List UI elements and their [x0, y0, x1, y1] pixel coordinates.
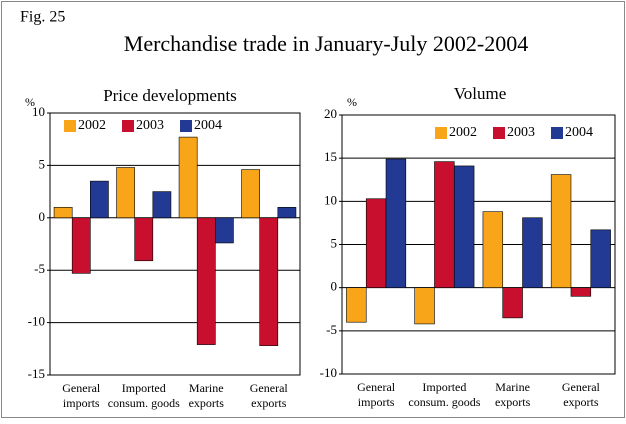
x-tick-label: exports [495, 395, 531, 409]
plot-border [341, 114, 616, 375]
legend-swatch [180, 120, 192, 132]
bar [522, 217, 543, 288]
legend-label: 2002 [449, 125, 477, 140]
bar [90, 180, 109, 219]
legend-swatch [551, 127, 563, 139]
legend-label: 2003 [136, 118, 164, 133]
bar [414, 287, 435, 325]
bar [277, 207, 297, 219]
x-tick-label: Imported [122, 381, 166, 395]
y-tick-label: 20 [324, 106, 337, 121]
y-tick-label: 10 [324, 192, 337, 207]
bar [502, 287, 523, 319]
y-tick-label: 15 [324, 149, 337, 164]
x-tick-label: Marine [495, 380, 530, 394]
bar [241, 169, 260, 219]
y-tick-label: 10 [32, 104, 45, 119]
bar [178, 136, 198, 219]
figure-label: Fig. 25 [20, 9, 65, 26]
x-tick-label: consum. goods [408, 395, 480, 409]
main-title: Merchandise trade in January-July 2002-2… [124, 31, 528, 56]
x-tick-label: imports [358, 395, 395, 409]
y-tick-label: -15 [28, 366, 45, 381]
x-tick-label: General [250, 381, 289, 395]
plot-border [49, 112, 301, 376]
bar [346, 287, 367, 323]
y-tick-label: -10 [28, 314, 45, 329]
x-tick-label: exports [189, 396, 225, 410]
chart-title: Volume [454, 84, 507, 103]
bar [453, 165, 475, 288]
bar [196, 217, 216, 345]
bar [365, 198, 387, 288]
x-tick-label: General [62, 381, 101, 395]
x-tick-label: imports [63, 396, 100, 410]
bar [116, 167, 135, 219]
bar [71, 217, 91, 274]
y-tick-label: -5 [34, 261, 45, 276]
legend-swatch [493, 127, 505, 139]
legend-swatch [435, 127, 447, 139]
plot-area [50, 113, 300, 375]
bar [550, 174, 572, 288]
legend-swatch [64, 120, 76, 132]
y-tick-label: -5 [326, 322, 337, 337]
x-tick-label: General [357, 380, 396, 394]
bar [134, 217, 154, 262]
x-tick-label: exports [251, 396, 287, 410]
legend-label: 2002 [78, 118, 106, 133]
bar [259, 217, 279, 346]
y-tick-label: -10 [320, 365, 337, 380]
bar [385, 158, 407, 288]
legend-label: 2004 [565, 125, 593, 140]
bar [482, 211, 504, 288]
legend-swatch [122, 120, 134, 132]
bar [152, 191, 172, 219]
bar [434, 161, 455, 288]
bar [215, 217, 234, 244]
legend-label: 2004 [194, 118, 222, 133]
y-axis-label: % [347, 95, 357, 109]
x-tick-label: General [562, 380, 601, 394]
y-tick-label: 0 [39, 209, 46, 224]
x-tick-label: Imported [422, 380, 466, 394]
y-tick-label: 0 [331, 279, 338, 294]
x-tick-label: exports [563, 395, 599, 409]
y-tick-label: 5 [39, 156, 46, 171]
chart-title: Price developments [103, 86, 237, 105]
y-tick-label: 5 [331, 235, 338, 250]
x-tick-label: Marine [189, 381, 224, 395]
bar [53, 207, 73, 219]
x-tick-label: consum. goods [108, 396, 180, 410]
bar [570, 287, 592, 297]
y-axis-label: % [25, 95, 35, 109]
legend-label: 2003 [507, 125, 535, 140]
bar [590, 229, 611, 288]
